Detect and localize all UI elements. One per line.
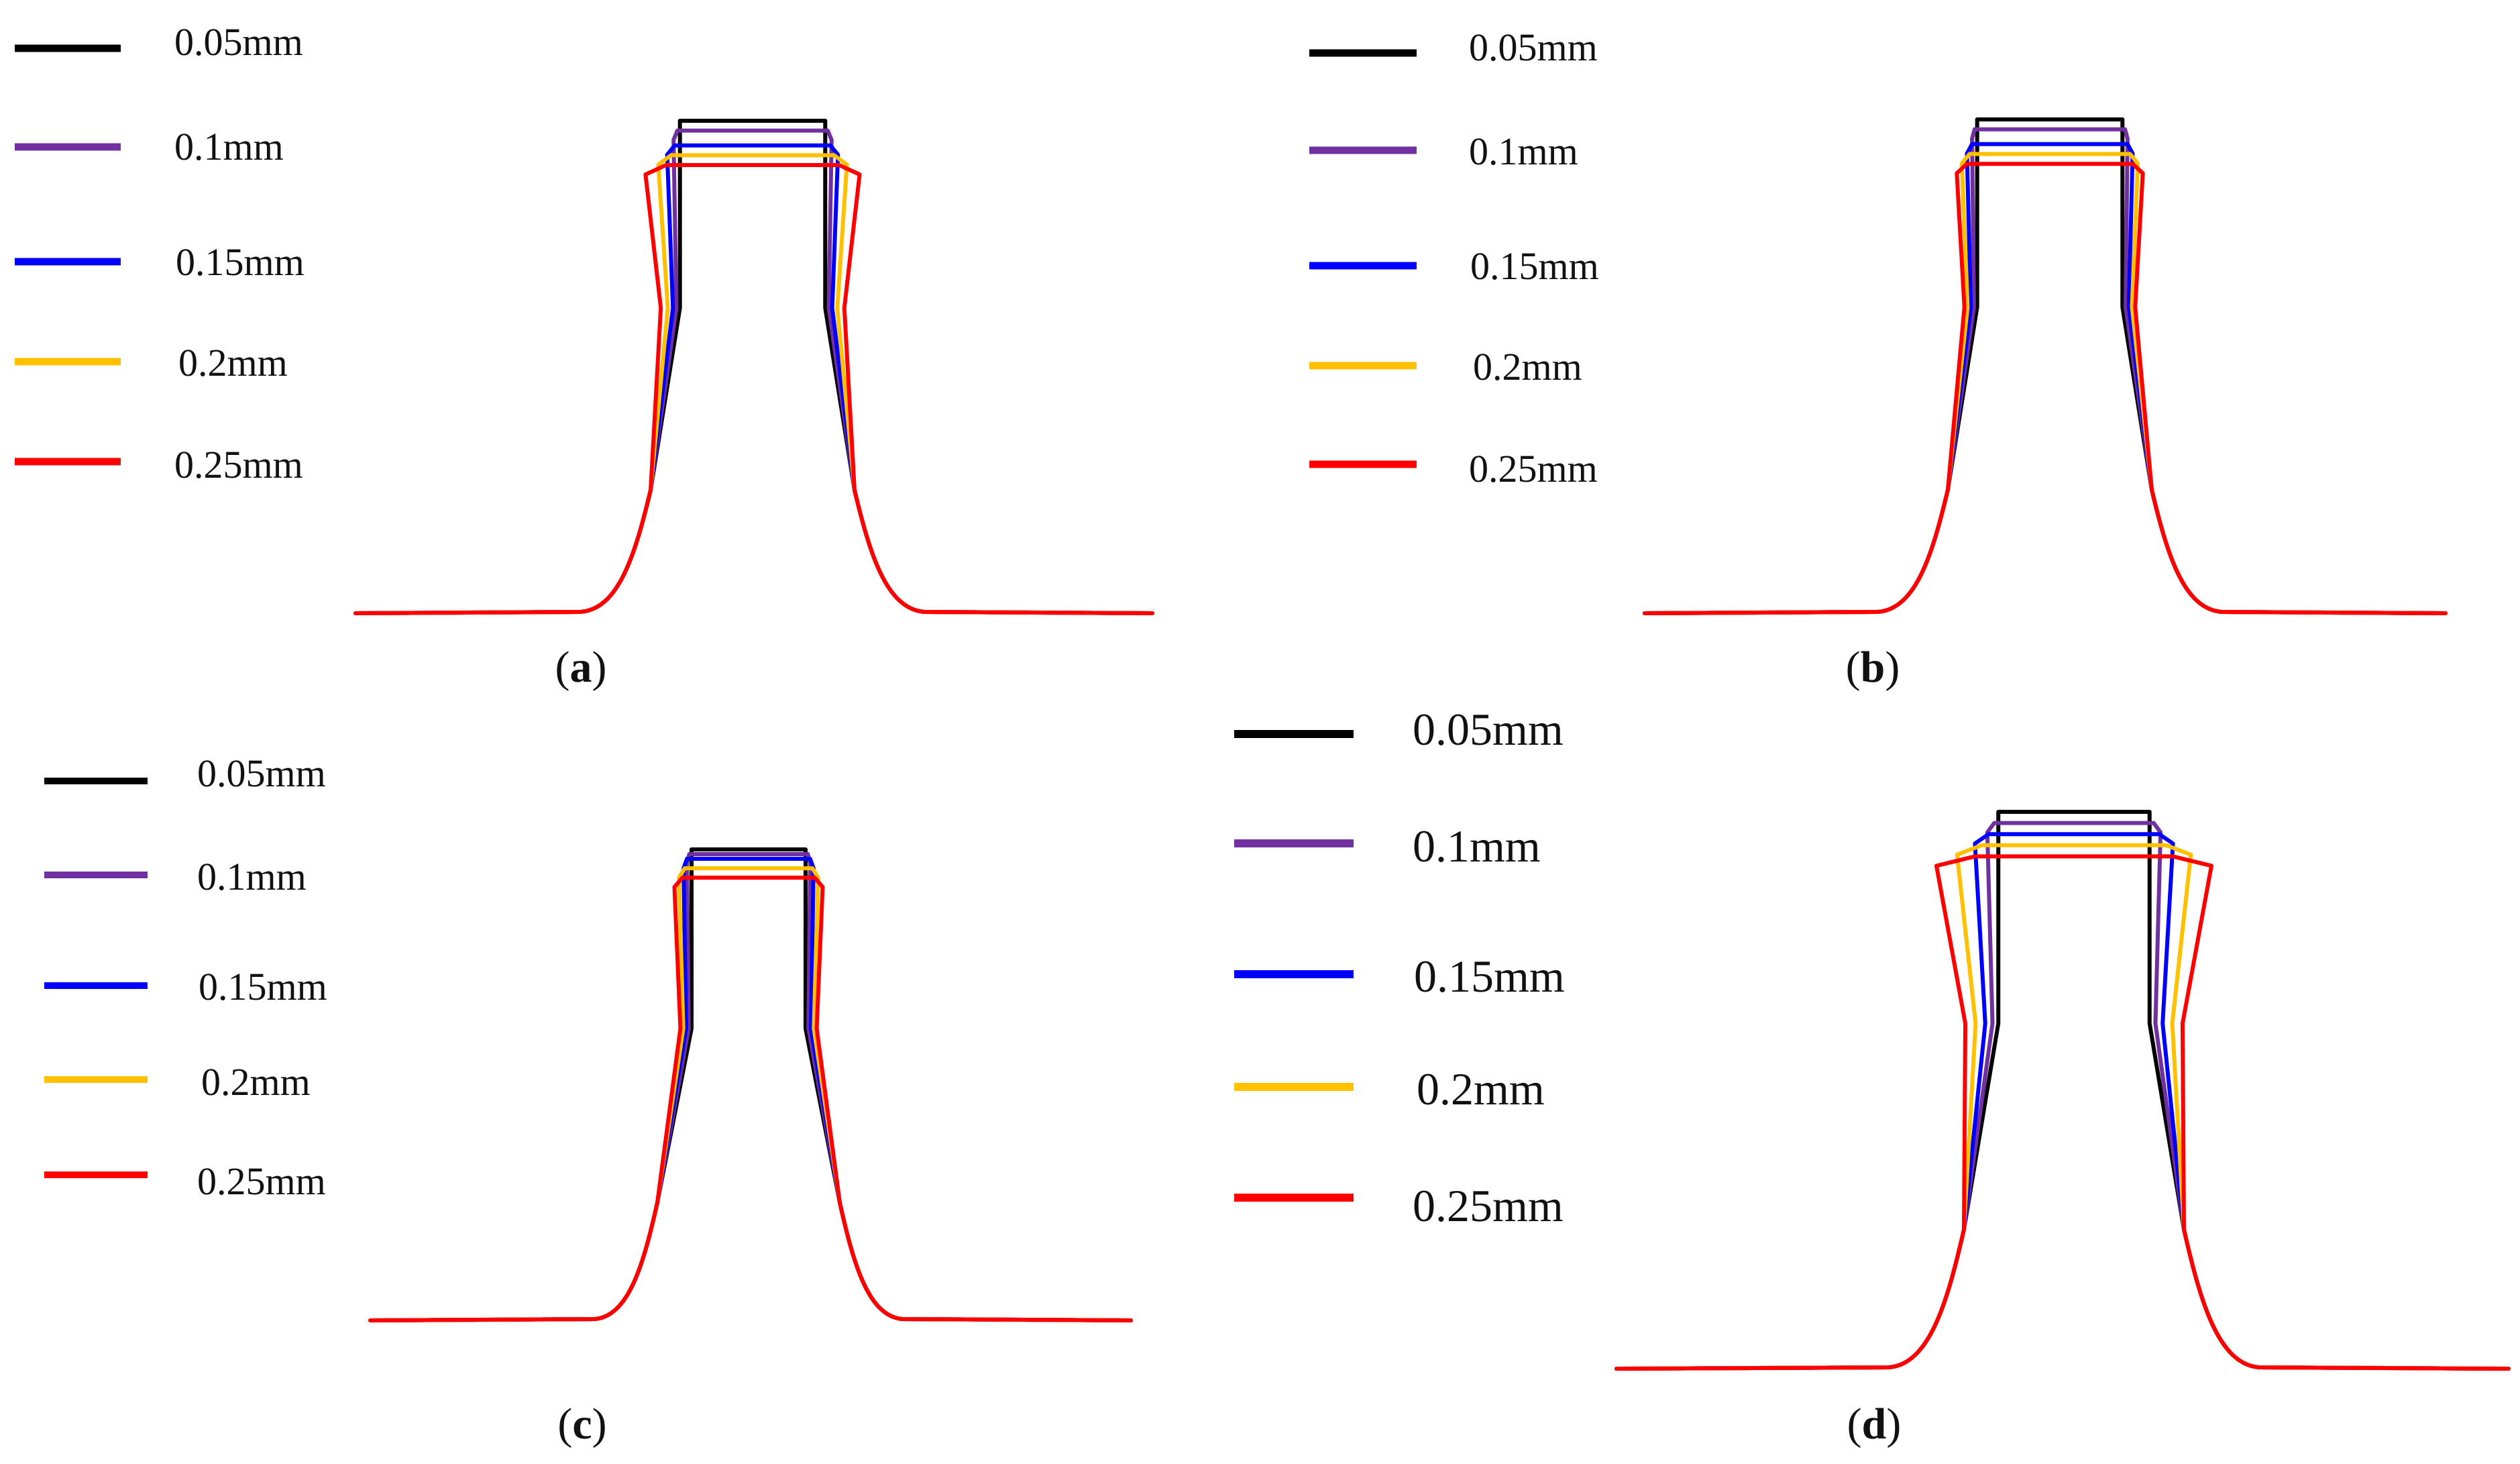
profile-a-1 [353, 128, 1154, 615]
legend-label-b-0: 0.05mm [1469, 25, 1598, 69]
profile-a-0 [353, 119, 1154, 615]
legend-label-c-3: 0.2mm [201, 1060, 311, 1104]
panel-a: 0.05mm 0.1mm 0.15mm 0.2mm 0.25mm (a) [15, 20, 1154, 692]
profile-a-2 [353, 143, 1154, 615]
legend-label-a-1: 0.1mm [174, 125, 284, 168]
profile-c-1 [368, 852, 1133, 1322]
profile-a-4 [353, 163, 1154, 615]
panel-letter-d: d [1862, 1400, 1887, 1449]
legend-a: 0.05mm 0.1mm 0.15mm 0.2mm 0.25mm [15, 20, 305, 486]
legend-d: 0.05mm 0.1mm 0.15mm 0.2mm 0.25mm [1234, 704, 1565, 1231]
profile-d-2 [1614, 832, 2511, 1371]
legend-label-a-0: 0.05mm [174, 20, 303, 64]
legend-b: 0.05mm 0.1mm 0.15mm 0.2mm 0.25mm [1309, 25, 1599, 490]
panel-letter-c: c [572, 1400, 592, 1449]
profile-b-2 [1643, 142, 2448, 615]
plot-d [1614, 810, 2511, 1371]
profile-d-3 [1614, 843, 2511, 1371]
profile-a-3 [353, 153, 1154, 615]
legend-c: 0.05mm 0.1mm 0.15mm 0.2mm 0.25mm [44, 751, 327, 1203]
panel-c: 0.05mm 0.1mm 0.15mm 0.2mm 0.25mm (c) [44, 751, 1133, 1449]
profile-b-4 [1643, 162, 2448, 615]
legend-label-d-1: 0.1mm [1413, 821, 1541, 872]
profile-c-2 [368, 857, 1133, 1322]
legend-label-b-3: 0.2mm [1473, 345, 1582, 388]
profile-b-1 [1643, 127, 2448, 615]
legend-label-a-4: 0.25mm [174, 443, 303, 486]
panel-label-b: (b) [1846, 643, 1900, 692]
panel-b: 0.05mm 0.1mm 0.15mm 0.2mm 0.25mm (b) [1309, 25, 2448, 692]
legend-label-a-2: 0.15mm [176, 240, 305, 284]
panel-label-a: (a) [555, 643, 607, 692]
legend-label-d-4: 0.25mm [1413, 1180, 1564, 1231]
profile-c-3 [368, 866, 1133, 1322]
profile-b-0 [1643, 117, 2448, 615]
legend-label-d-2: 0.15mm [1414, 951, 1565, 1002]
plot-c [368, 847, 1133, 1322]
profile-d-1 [1614, 821, 2511, 1371]
profile-d-4 [1614, 854, 2511, 1371]
legend-label-a-3: 0.2mm [178, 341, 288, 384]
profile-d-0 [1614, 810, 2511, 1371]
profile-c-0 [368, 847, 1133, 1322]
legend-label-b-1: 0.1mm [1469, 129, 1578, 173]
legend-label-b-4: 0.25mm [1469, 447, 1598, 490]
panel-d: 0.05mm 0.1mm 0.15mm 0.2mm 0.25mm (d) [1234, 704, 2511, 1449]
legend-label-c-2: 0.15mm [199, 965, 327, 1008]
plot-a [353, 119, 1154, 615]
profile-c-4 [368, 876, 1133, 1322]
legend-label-c-0: 0.05mm [197, 751, 326, 795]
legend-label-d-0: 0.05mm [1413, 704, 1564, 755]
panel-letter-b: b [1861, 643, 1885, 692]
plot-b [1643, 117, 2448, 615]
panel-label-c: (c) [557, 1400, 606, 1449]
profile-b-3 [1643, 152, 2448, 615]
panel-label-d: (d) [1847, 1400, 1902, 1449]
legend-label-c-4: 0.25mm [197, 1159, 326, 1203]
legend-label-c-1: 0.1mm [197, 855, 307, 898]
legend-label-d-3: 0.2mm [1417, 1063, 1545, 1114]
panel-letter-a: a [570, 643, 592, 692]
legend-label-b-2: 0.15mm [1470, 244, 1599, 288]
